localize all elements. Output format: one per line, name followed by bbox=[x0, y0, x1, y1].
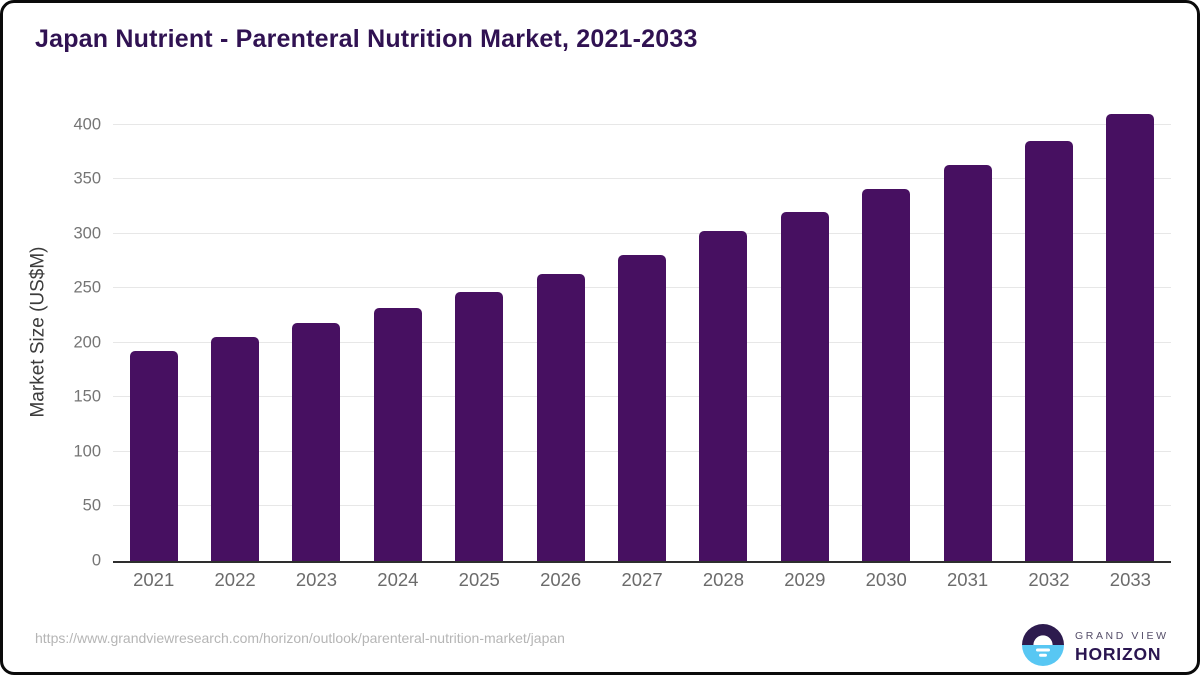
bar-column bbox=[846, 103, 927, 561]
brand-logo: GRAND VIEW HORIZON bbox=[1022, 624, 1169, 671]
plot-area bbox=[113, 103, 1171, 563]
bar-2026 bbox=[536, 274, 585, 561]
bar-column bbox=[927, 103, 1008, 561]
y-tick-label: 50 bbox=[82, 496, 101, 515]
bar-column bbox=[601, 103, 682, 561]
bar-column bbox=[194, 103, 275, 561]
source-url: https://www.grandviewresearch.com/horizo… bbox=[35, 630, 565, 646]
bar-2029 bbox=[780, 212, 829, 561]
y-tick-label: 200 bbox=[73, 333, 101, 352]
bar-2030 bbox=[862, 189, 911, 561]
gridline bbox=[113, 232, 1171, 234]
logo-text: GRAND VIEW HORIZON bbox=[1075, 630, 1169, 665]
y-tick-label: 250 bbox=[73, 278, 101, 297]
y-tick-label: 300 bbox=[73, 224, 101, 243]
x-tick-label: 2030 bbox=[865, 569, 907, 590]
x-tick-label: 2031 bbox=[947, 569, 989, 590]
bars-row bbox=[113, 103, 1171, 561]
x-tick-label: 2021 bbox=[133, 569, 175, 590]
bar-2031 bbox=[943, 165, 992, 561]
bar-2025 bbox=[455, 291, 504, 561]
bar-2021 bbox=[129, 350, 178, 561]
bar-column bbox=[357, 103, 438, 561]
x-axis-labels: 2021 2022 2023 2024 2025 2026 2027 2028 2029 2030… bbox=[113, 569, 1171, 591]
page-title: Japan Nutrient - Parenteral Nutrition Ma… bbox=[35, 25, 698, 53]
x-tick-label: 2026 bbox=[540, 569, 582, 590]
x-tick-label: 2029 bbox=[784, 569, 826, 590]
gridline bbox=[113, 123, 1171, 125]
bar-2022 bbox=[211, 337, 260, 561]
bar-2032 bbox=[1024, 141, 1073, 561]
x-tick-label: 2023 bbox=[295, 569, 338, 590]
bar-column bbox=[1090, 103, 1171, 561]
logo-brand-name: GRAND VIEW bbox=[1075, 630, 1169, 642]
bar-column bbox=[520, 103, 601, 561]
bar-column bbox=[439, 103, 520, 561]
y-tick-label: 150 bbox=[73, 387, 101, 406]
y-tick-label: 100 bbox=[73, 442, 101, 461]
bar-2033 bbox=[1106, 113, 1155, 561]
bar-2028 bbox=[699, 230, 748, 561]
x-tick-label: 2024 bbox=[377, 569, 419, 590]
gridline bbox=[113, 178, 1171, 180]
bar-column bbox=[276, 103, 357, 561]
y-tick-label: 350 bbox=[73, 169, 101, 188]
bar-column bbox=[683, 103, 764, 561]
horizon-sun-icon bbox=[1022, 624, 1064, 671]
bar-column bbox=[113, 103, 194, 561]
y-tick-label: 400 bbox=[73, 115, 101, 134]
y-tick-label: 0 bbox=[91, 551, 101, 570]
x-tick-label: 2032 bbox=[1028, 569, 1070, 590]
x-tick-label: 2033 bbox=[1109, 569, 1151, 590]
bar-column bbox=[1008, 103, 1089, 561]
bar-2023 bbox=[292, 323, 341, 561]
bar-2024 bbox=[373, 308, 422, 561]
y-axis-ticks: 0 50 100 150 200 250 300 350 400 bbox=[3, 103, 101, 569]
x-tick-label: 2025 bbox=[458, 569, 500, 590]
x-tick-label: 2022 bbox=[214, 569, 256, 590]
logo-product-name: HORIZON bbox=[1075, 644, 1162, 664]
x-tick-label: 2027 bbox=[621, 569, 663, 590]
x-tick-label: 2028 bbox=[702, 569, 744, 590]
bar-2027 bbox=[618, 254, 667, 561]
bar-column bbox=[764, 103, 845, 561]
